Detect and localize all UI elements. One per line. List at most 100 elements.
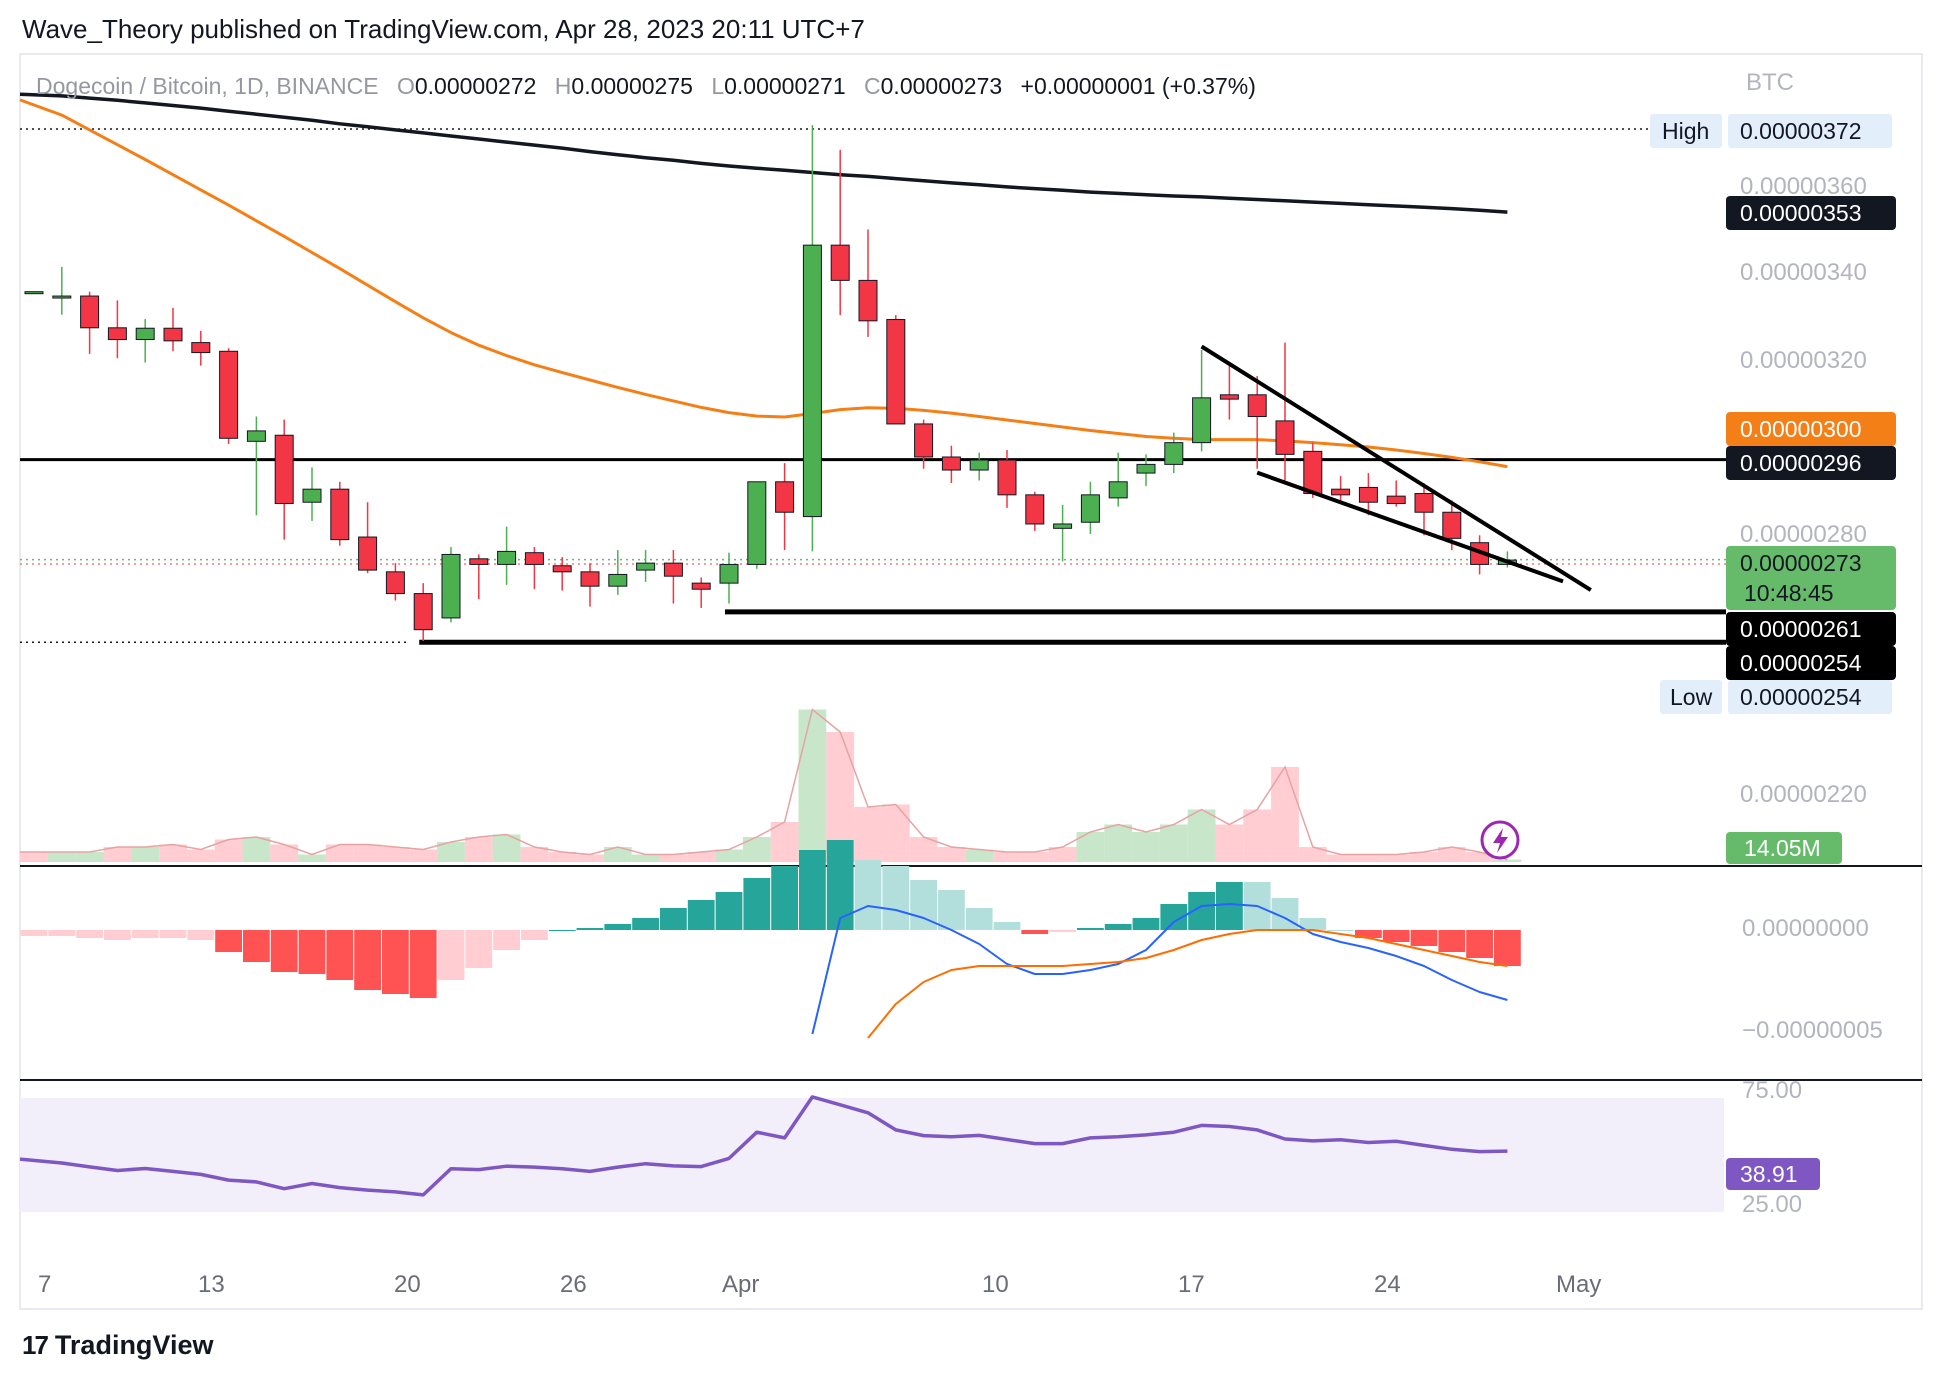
legend-open-value: 0.00000272 — [415, 73, 537, 99]
candle-down — [691, 582, 711, 590]
volume-bar — [1382, 854, 1411, 862]
tradingview-logo[interactable]: 17 TradingView — [22, 1330, 213, 1361]
publisher-line: Wave_Theory published on TradingView.com… — [22, 14, 865, 44]
legend-symbol: Dogecoin / Bitcoin, 1D, BINANCE — [36, 73, 379, 99]
candle-down — [524, 552, 544, 565]
volume-bar — [520, 847, 549, 862]
volume-bar — [659, 854, 688, 862]
macd-histogram-bar — [799, 850, 826, 930]
candle-up — [302, 488, 322, 503]
volume-bar — [214, 839, 243, 862]
ma100-line — [19, 98, 1508, 469]
volume-bar — [131, 847, 160, 862]
bar-countdown: 10:48:45 — [1744, 580, 1834, 606]
rsi-value-badge — [1726, 1158, 1820, 1190]
volume-bar — [47, 852, 76, 862]
price-tick: 0.00000220 — [1740, 781, 1867, 808]
candle-down — [413, 593, 433, 631]
macd-histogram-bar — [187, 930, 215, 940]
macd-histogram-bar — [465, 930, 493, 968]
time-tick: 26 — [560, 1271, 587, 1298]
volume-bar — [353, 844, 382, 862]
ma100-badge — [1726, 412, 1896, 446]
candle-down — [775, 481, 795, 513]
candle-up — [747, 481, 767, 565]
last-price-badge — [1726, 546, 1896, 610]
time-tick: Apr — [722, 1271, 759, 1298]
macd-layer — [20, 840, 1521, 1039]
volume-bar — [937, 847, 966, 862]
legend-high-value: 0.00000275 — [571, 73, 693, 99]
candle-down — [941, 456, 961, 471]
volume-bar — [270, 844, 299, 862]
time-tick: 20 — [394, 1271, 421, 1298]
chart-frame — [19, 53, 1923, 1310]
candle-down — [580, 571, 600, 587]
level-254-badge — [1726, 646, 1896, 680]
macd-histogram-bar — [548, 930, 576, 931]
low-value: 0.00000254 — [1740, 684, 1862, 710]
price-tick: 0.00000280 — [1740, 521, 1867, 548]
candle-up — [1108, 481, 1128, 499]
candle-down — [219, 350, 239, 439]
last-price-value: 0.00000273 — [1740, 550, 1862, 576]
low-label: Low — [1670, 684, 1713, 710]
legend-close-key: C — [864, 73, 881, 99]
volume-bar — [603, 847, 632, 862]
price-levels-layer — [20, 128, 1726, 645]
volume-bar — [1326, 854, 1355, 862]
macd-histogram-bar — [354, 930, 381, 990]
volume-bar — [75, 852, 104, 862]
volume-badge — [1726, 832, 1842, 864]
high-label-badge — [1650, 114, 1722, 148]
time-axis[interactable]: 7 13 20 26 Apr 10 17 24 May — [38, 1271, 1601, 1298]
candle-up — [636, 562, 656, 571]
macd-histogram-bar — [854, 860, 882, 930]
volume-bar — [1298, 847, 1327, 862]
macd-histogram-bar — [159, 930, 187, 938]
volume-bar — [993, 852, 1021, 862]
candle-down — [330, 488, 350, 541]
candle-up — [246, 430, 266, 442]
macd-histogram-bar — [76, 930, 103, 938]
volume-value: 14.05M — [1744, 835, 1821, 861]
macd-histogram-bar — [687, 900, 715, 930]
lightning-icon[interactable] — [1480, 820, 1520, 860]
volume-layer — [20, 708, 1522, 862]
macd-histogram-bar — [1438, 930, 1466, 952]
price-tick: 0.00000320 — [1740, 347, 1867, 374]
candle-down — [1442, 511, 1462, 539]
volume-bar — [103, 847, 132, 862]
volume-bar — [242, 837, 271, 862]
level-296-badge — [1726, 446, 1896, 480]
rsi-upper-tick: 75.00 — [1742, 1077, 1802, 1104]
candle-down — [886, 319, 906, 425]
macd-histogram-bar — [604, 924, 632, 930]
candle-down — [1414, 493, 1434, 513]
macd-histogram-bar — [1299, 918, 1327, 930]
low-value-badge — [1728, 680, 1892, 714]
macd-histogram-bar — [1077, 928, 1104, 930]
candle-down — [663, 562, 683, 577]
volume-bar — [1271, 767, 1299, 862]
macd-histogram-bar — [1049, 930, 1076, 932]
macd-histogram-bar — [1216, 882, 1243, 930]
macd-histogram-bar — [882, 866, 910, 930]
macd-histogram-bar — [437, 930, 465, 980]
macd-histogram-bar — [1355, 930, 1382, 938]
volume-bar — [798, 709, 827, 862]
wedge-trendline — [1256, 470, 1564, 584]
high-value-badge — [1728, 114, 1892, 148]
volume-bar — [1354, 854, 1383, 862]
volume-bar — [1437, 847, 1466, 862]
candle-down — [858, 279, 878, 322]
currency-label: BTC — [1746, 69, 1794, 96]
candle-up — [135, 327, 155, 341]
macd-histogram-bar — [771, 866, 798, 930]
macd-histogram-bar — [632, 918, 659, 930]
candle-down — [1303, 450, 1323, 495]
time-tick: May — [1556, 1271, 1601, 1298]
macd-histogram-bar — [1104, 924, 1132, 930]
volume-outline — [20, 708, 1508, 861]
